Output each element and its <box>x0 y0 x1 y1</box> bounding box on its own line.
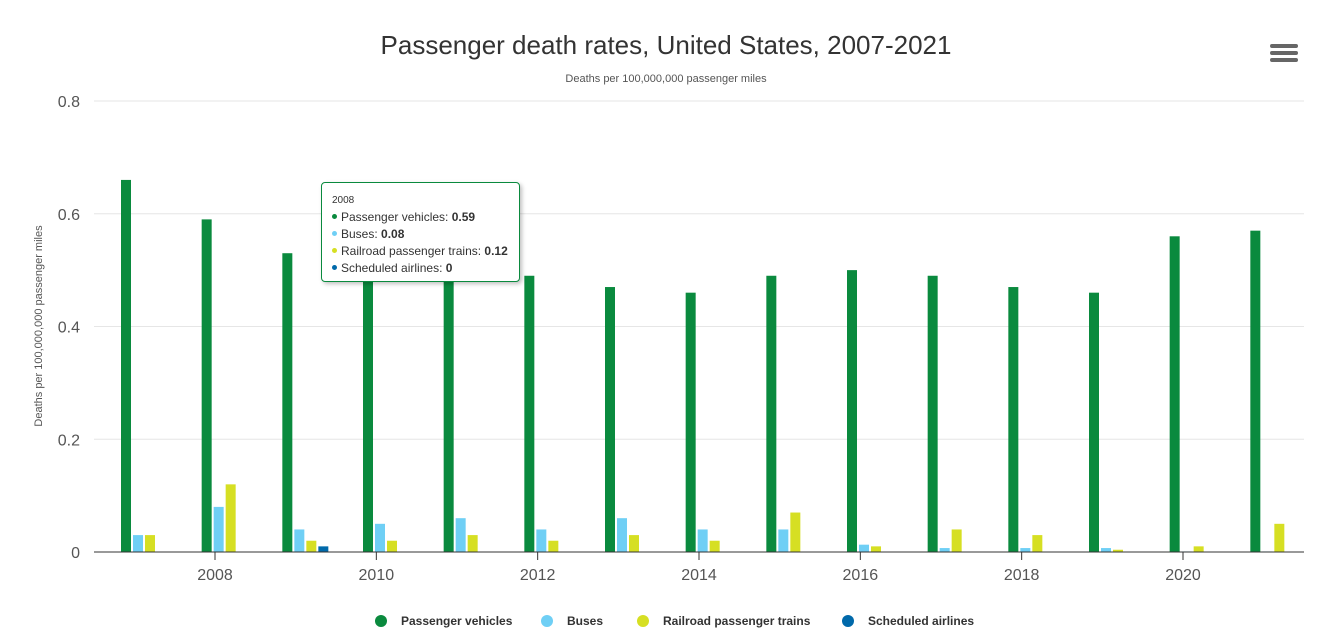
bar-passenger-vehicles[interactable] <box>1008 287 1019 552</box>
hamburger-menu-icon[interactable] <box>1270 44 1298 68</box>
bar-buses[interactable] <box>697 529 708 552</box>
tooltip-value: 0.08 <box>381 227 405 241</box>
bar-passenger-vehicles[interactable] <box>363 270 373 552</box>
tooltip-dot <box>332 248 337 254</box>
bar-railroad-passenger-trains[interactable] <box>709 540 720 552</box>
tooltip: 2008 Passenger vehicles: 0.59 Buses: 0.0… <box>321 182 520 282</box>
tooltip-value: 0.59 <box>451 210 476 224</box>
bar-railroad-passenger-trains[interactable] <box>1113 549 1123 552</box>
bar-buses[interactable] <box>1101 548 1111 552</box>
tooltip-label: Railroad passenger trains: <box>341 244 485 258</box>
legend-item[interactable]: Scheduled airlines <box>842 614 974 628</box>
bar-passenger-vehicles[interactable] <box>443 275 454 552</box>
bar-railroad-passenger-trains[interactable] <box>1274 523 1285 552</box>
y-tick-label: 0.6 <box>58 207 80 224</box>
bar-passenger-vehicles[interactable] <box>685 292 696 552</box>
bar-buses[interactable] <box>617 518 627 552</box>
bar-passenger-vehicles[interactable] <box>605 287 615 552</box>
bar-buses[interactable] <box>133 535 143 552</box>
tooltip-value: 0 <box>445 261 453 275</box>
bar-passenger-vehicles[interactable] <box>847 270 857 552</box>
x-axis-ticks: 2008 2010 2012 2014 2016 2018 2020 <box>197 552 1201 584</box>
bar-railroad-passenger-trains[interactable] <box>225 484 236 552</box>
x-tick-label: 2018 <box>1004 567 1040 584</box>
legend-label: Buses <box>567 614 603 628</box>
bar-buses[interactable] <box>778 529 789 552</box>
tooltip-row: Railroad passenger trains: 0.12 <box>332 243 509 260</box>
bar-scheduled-airlines[interactable] <box>318 546 329 552</box>
tooltip-category: 2008 <box>332 195 355 206</box>
bar-passenger-vehicles[interactable] <box>1089 292 1099 552</box>
bar-railroad-passenger-trains[interactable] <box>790 512 801 552</box>
bar-passenger-vehicles[interactable] <box>201 219 212 552</box>
bar-passenger-vehicles[interactable] <box>766 275 777 552</box>
bar-passenger-vehicles[interactable] <box>121 179 131 553</box>
tooltip-label: Buses: <box>341 227 382 241</box>
legend-item[interactable]: Passenger vehicles <box>375 614 513 628</box>
legend-marker <box>375 615 387 627</box>
bar-buses[interactable] <box>375 523 385 552</box>
bar-buses[interactable] <box>213 506 224 552</box>
y-axis-label: Deaths per 100,000,000 passenger miles <box>33 225 45 427</box>
legend-marker <box>637 615 649 627</box>
bar-railroad-passenger-trains[interactable] <box>387 540 397 552</box>
bar-buses[interactable] <box>294 529 305 552</box>
chart-title: Passenger death rates, United States, 20… <box>381 30 952 60</box>
x-tick-label: 2010 <box>359 567 395 584</box>
x-tick-label: 2008 <box>197 567 233 584</box>
tooltip-row: Passenger vehicles: 0.59 <box>332 209 509 226</box>
legend-label: Scheduled airlines <box>868 614 974 628</box>
menu-bar <box>1270 58 1298 62</box>
bar-railroad-passenger-trains[interactable] <box>629 535 639 552</box>
x-tick-label: 2016 <box>843 567 879 584</box>
bar-buses[interactable] <box>536 529 547 552</box>
bar-buses[interactable] <box>859 544 869 552</box>
menu-bar <box>1270 44 1298 48</box>
bar-railroad-passenger-trains[interactable] <box>548 540 559 552</box>
y-tick-label: 0 <box>71 545 80 562</box>
x-tick-label: 2014 <box>681 567 717 584</box>
tooltip-label: Scheduled airlines: <box>341 261 446 275</box>
bar-passenger-vehicles[interactable] <box>1250 230 1261 552</box>
y-axis-ticks: 0 0.2 0.4 0.6 0.8 <box>58 94 80 562</box>
bar-buses[interactable] <box>455 518 466 552</box>
tooltip-value: 0.12 <box>484 244 508 258</box>
legend-label: Passenger vehicles <box>401 614 513 628</box>
tooltip-dot <box>332 265 337 271</box>
menu-bar <box>1270 51 1298 55</box>
bar-buses[interactable] <box>939 548 950 552</box>
bar-passenger-vehicles[interactable] <box>282 253 293 552</box>
x-tick-label: 2012 <box>520 567 556 584</box>
bar-railroad-passenger-trains[interactable] <box>951 529 962 552</box>
legend: Passenger vehicles Buses Railroad passenge… <box>375 614 974 628</box>
y-tick-label: 0.2 <box>58 432 80 449</box>
legend-item[interactable]: Railroad passenger trains <box>637 614 811 628</box>
tooltip-row: Buses: 0.08 <box>332 226 509 243</box>
bar-passenger-vehicles[interactable] <box>927 275 938 552</box>
legend-item[interactable]: Buses <box>541 614 603 628</box>
bar-passenger-vehicles[interactable] <box>524 275 535 552</box>
chart-subtitle: Deaths per 100,000,000 passenger miles <box>565 73 767 85</box>
y-tick-label: 0.4 <box>58 320 80 337</box>
tooltip-dot <box>332 214 337 220</box>
bar-railroad-passenger-trains[interactable] <box>871 546 881 552</box>
bar-railroad-passenger-trains[interactable] <box>1193 546 1204 552</box>
tooltip-label: Passenger vehicles: <box>341 210 452 224</box>
bars <box>121 179 1285 553</box>
legend-marker <box>541 615 553 627</box>
bar-railroad-passenger-trains[interactable] <box>145 535 155 552</box>
legend-label: Railroad passenger trains <box>663 614 811 628</box>
gridlines <box>94 100 1304 440</box>
tooltip-row: Scheduled airlines: 0 <box>332 260 509 277</box>
bar-railroad-passenger-trains[interactable] <box>467 535 478 552</box>
y-tick-label: 0.8 <box>58 94 80 111</box>
bar-railroad-passenger-trains[interactable] <box>1032 535 1043 552</box>
bar-railroad-passenger-trains[interactable] <box>306 540 317 552</box>
tooltip-dot <box>332 231 337 237</box>
bar-buses[interactable] <box>1020 548 1031 552</box>
legend-marker <box>842 615 854 627</box>
bar-passenger-vehicles[interactable] <box>1169 236 1180 553</box>
x-tick-label: 2020 <box>1165 567 1201 584</box>
